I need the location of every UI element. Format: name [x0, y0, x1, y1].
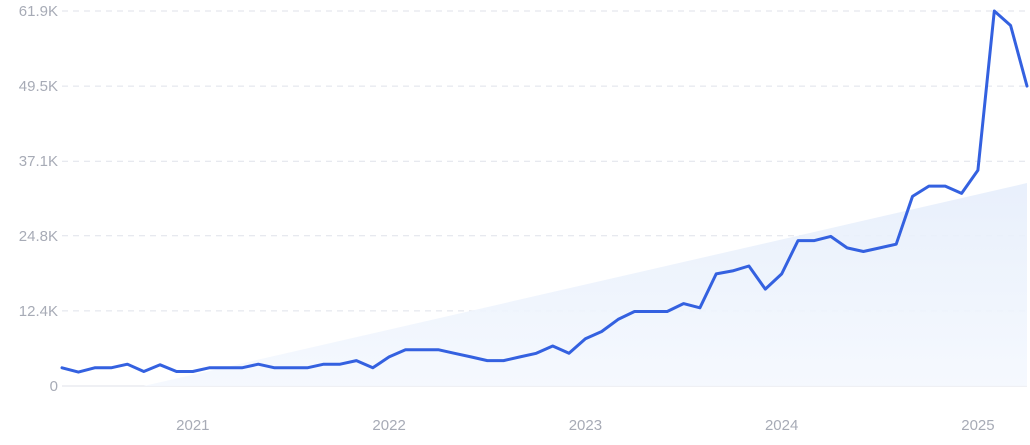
data-point	[911, 194, 915, 198]
data-point	[1025, 84, 1029, 88]
data-point	[600, 330, 604, 334]
data-point	[191, 370, 195, 374]
data-point	[60, 366, 64, 370]
data-point	[731, 269, 735, 273]
data-point	[305, 366, 309, 370]
series-line	[60, 9, 1029, 374]
data-point	[747, 264, 751, 268]
x-tick-label: 2022	[372, 417, 405, 434]
data-point	[551, 344, 555, 348]
y-tick-label: 49.5K	[19, 78, 58, 95]
trend-area-shape	[143, 183, 1027, 386]
data-point	[158, 363, 162, 367]
data-point	[256, 362, 260, 366]
data-point	[780, 272, 784, 276]
data-point	[682, 302, 686, 306]
data-point	[861, 250, 865, 254]
data-point	[125, 362, 129, 366]
data-point	[812, 239, 816, 243]
y-tick-label: 61.9K	[19, 3, 58, 20]
data-point	[354, 359, 358, 363]
data-point	[763, 287, 767, 291]
data-point	[224, 366, 228, 370]
data-point	[960, 191, 964, 195]
data-point	[453, 351, 457, 355]
x-axis-ticks: 2021 2022 2023 2024 2025	[176, 417, 994, 434]
data-point	[829, 234, 833, 238]
x-tick-label: 2024	[765, 417, 798, 434]
data-point	[583, 337, 587, 341]
data-point	[878, 246, 882, 250]
y-axis-ticks: 0 12.4K 24.8K 37.1K 49.5K 61.9K	[19, 3, 58, 395]
series-line-path	[60, 9, 1029, 374]
y-tick-label: 24.8K	[19, 228, 58, 245]
x-tick-label: 2021	[176, 417, 209, 434]
data-point	[338, 362, 342, 366]
data-point	[894, 242, 898, 246]
data-point	[992, 9, 996, 13]
data-point	[387, 355, 391, 359]
data-point	[502, 359, 506, 363]
data-point	[404, 348, 408, 352]
y-tick-label: 37.1K	[19, 153, 58, 170]
data-point	[616, 317, 620, 321]
data-point	[420, 348, 424, 352]
data-point	[567, 351, 571, 355]
data-point	[633, 310, 637, 314]
data-point	[109, 366, 113, 370]
x-tick-label: 2023	[569, 417, 602, 434]
trend-area	[143, 183, 1027, 386]
y-tick-label: 0	[50, 378, 58, 395]
data-point	[469, 355, 473, 359]
data-point	[927, 184, 931, 188]
data-point	[76, 370, 80, 374]
data-point	[93, 366, 97, 370]
data-point	[518, 355, 522, 359]
data-point	[845, 246, 849, 250]
data-point	[485, 359, 489, 363]
data-point	[371, 366, 375, 370]
data-point	[714, 272, 718, 276]
y-tick-label: 12.4K	[19, 303, 58, 320]
data-point	[796, 239, 800, 243]
data-point	[289, 366, 293, 370]
data-point	[943, 184, 947, 188]
data-point	[436, 348, 440, 352]
data-point	[665, 310, 669, 314]
data-point	[976, 168, 980, 172]
data-point	[698, 306, 702, 310]
x-tick-label: 2025	[961, 417, 994, 434]
data-point	[207, 366, 211, 370]
data-point	[1009, 24, 1013, 28]
data-point	[175, 370, 179, 374]
data-point	[142, 370, 146, 374]
data-point	[322, 362, 326, 366]
data-point	[240, 366, 244, 370]
data-point	[534, 351, 538, 355]
data-point	[649, 310, 653, 314]
data-point	[273, 366, 277, 370]
